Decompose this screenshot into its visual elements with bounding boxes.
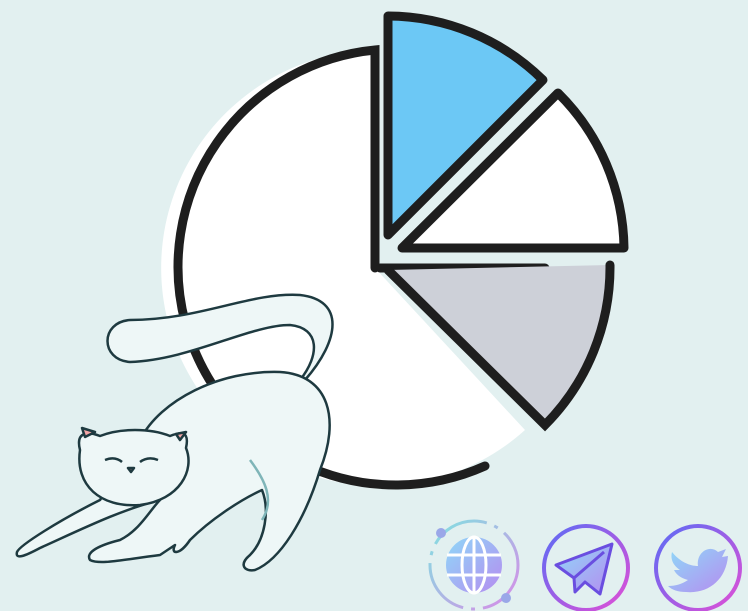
pie-outline (383, 260, 615, 432)
telegram-icon[interactable] (542, 524, 630, 611)
pie-sector (397, 88, 629, 253)
pie-sector (383, 11, 548, 240)
cat (15, 293, 334, 572)
globe-icon[interactable] (428, 519, 520, 611)
pie-sector (388, 265, 611, 425)
twitter-icon[interactable] (654, 524, 742, 611)
